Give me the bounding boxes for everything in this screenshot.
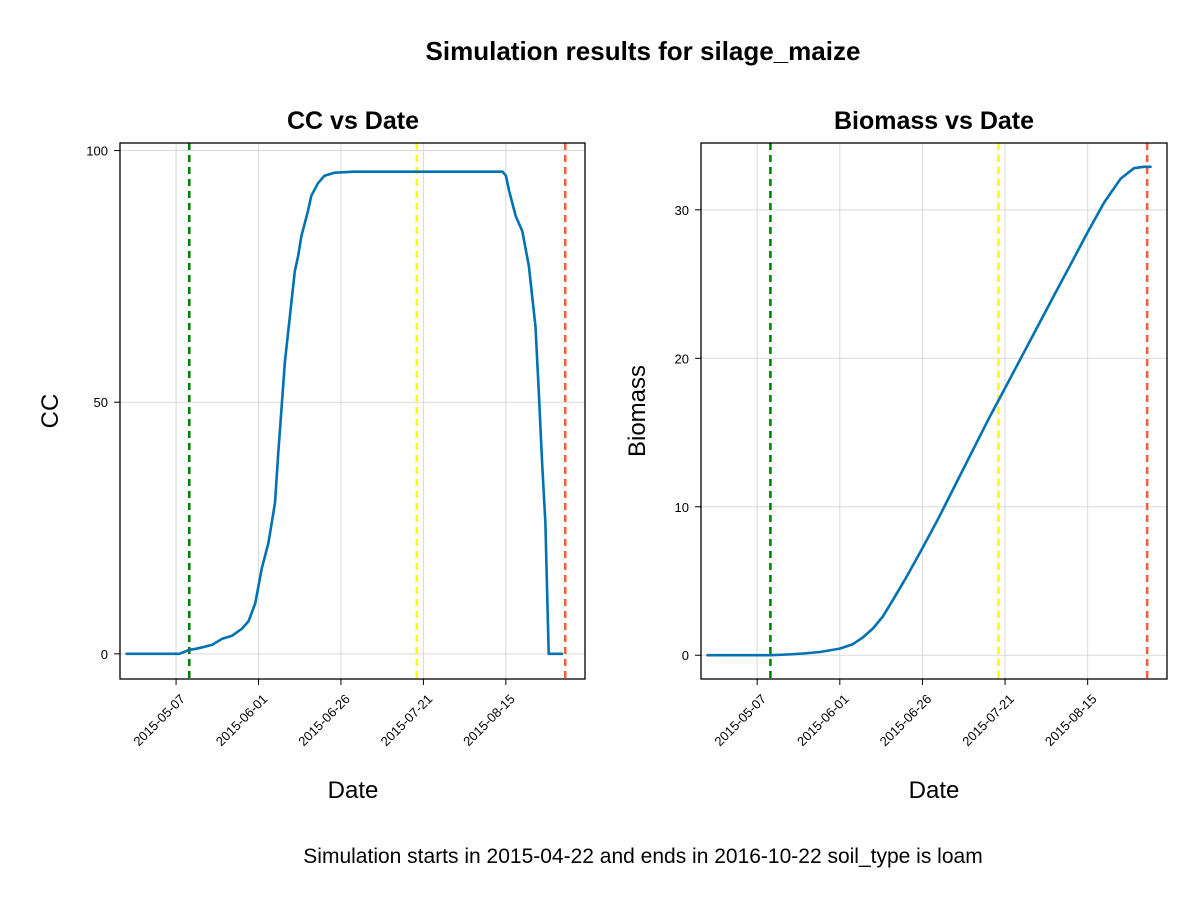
- vline-layer: [187, 143, 567, 679]
- y-axis-label: Biomass: [624, 365, 651, 457]
- plot-frame: [119, 142, 586, 680]
- x-tick-label: 2015-06-26: [877, 691, 935, 749]
- series-layer: [125, 170, 564, 656]
- x-tick-label: 2015-05-07: [711, 691, 769, 749]
- y-tick-label: 0: [101, 647, 108, 662]
- plot-frame: [700, 142, 1168, 680]
- y-tick-layer: 0 10 20 30: [675, 203, 701, 663]
- x-tick-label: 2015-07-21: [959, 691, 1017, 749]
- x-tick-label: 2015-06-26: [295, 691, 353, 749]
- y-tick-label: 100: [86, 144, 108, 159]
- panel-title: Biomass vs Date: [834, 107, 1034, 135]
- x-tick-label: 2015-06-01: [213, 691, 271, 749]
- x-tick-layer: 2015-05-07 2015-06-01 2015-06-26 2015-07-21…: [711, 679, 1100, 749]
- y-tick-label: 50: [94, 395, 108, 410]
- x-tick-label: 2015-08-15: [460, 691, 518, 749]
- y-tick-label: 20: [675, 351, 689, 366]
- figure-title: Simulation results for silage_maize: [426, 36, 861, 66]
- y-axis-label: CC: [37, 394, 64, 429]
- y-tick-label: 10: [675, 500, 689, 515]
- x-tick-label: 2015-05-07: [130, 691, 188, 749]
- vline-layer: [769, 143, 1149, 679]
- x-tick-layer: 2015-05-07 2015-06-01 2015-06-26 2015-07-21…: [130, 679, 518, 749]
- y-tick-label: 30: [675, 203, 689, 218]
- footnote: Simulation starts in 2015-04-22 and ends…: [303, 845, 982, 868]
- series-layer: [706, 165, 1152, 657]
- panel-title: CC vs Date: [287, 107, 419, 135]
- y-tick-layer: 0 50 100: [86, 144, 120, 662]
- series-line: [125, 170, 564, 656]
- panel-cc: CC vs Date 2015-05-07 2015-06-01 2015-06-2…: [37, 107, 586, 804]
- x-axis-label: Date: [909, 777, 960, 804]
- grid-layer: [120, 143, 585, 679]
- panel-biomass: Biomass vs Date 2015-05-07 2015-06-01 2015…: [624, 107, 1168, 804]
- x-tick-label: 2015-06-01: [794, 691, 852, 749]
- x-axis-label: Date: [328, 777, 379, 804]
- x-tick-label: 2015-08-15: [1042, 691, 1100, 749]
- series-line: [706, 165, 1152, 657]
- y-tick-label: 0: [682, 648, 689, 663]
- x-tick-label: 2015-07-21: [378, 691, 436, 749]
